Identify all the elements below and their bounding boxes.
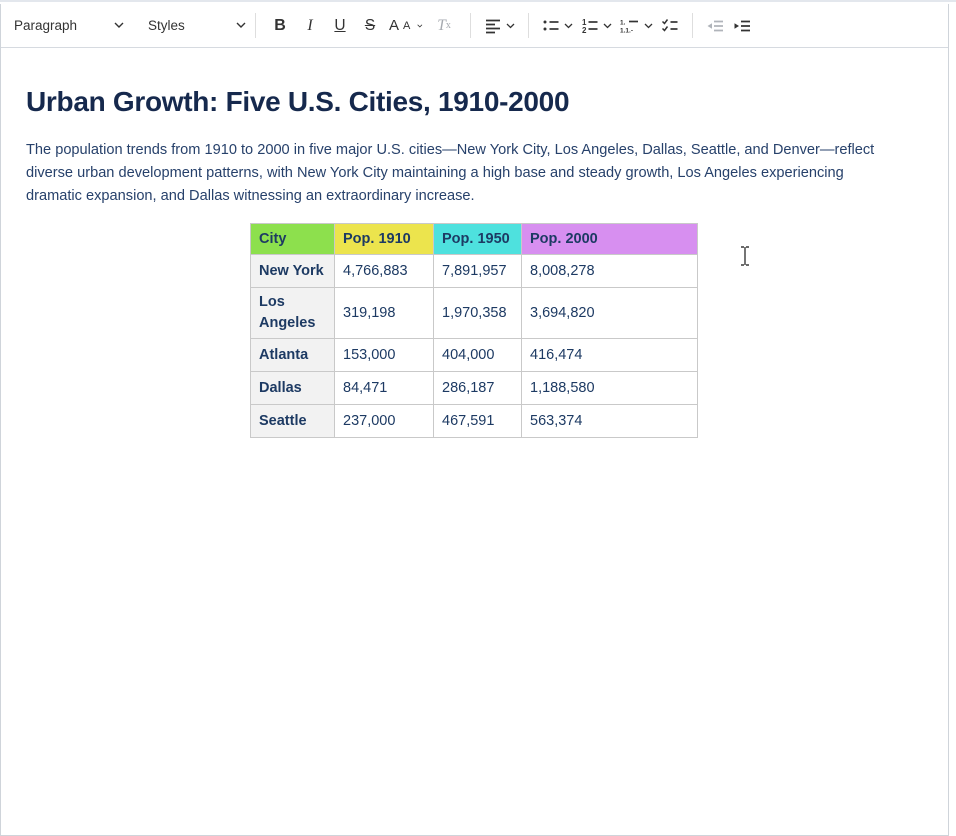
remove-format-icon: T — [437, 16, 446, 34]
chevron-down-icon — [114, 22, 124, 28]
bulleted-list-button[interactable] — [538, 10, 577, 42]
table-cell[interactable]: 416,474 — [521, 338, 698, 372]
font-size-icon-small: A — [403, 19, 411, 32]
styles-dropdown-label: Styles — [148, 18, 185, 33]
multilevel-list-icon: 1. 1.1.- — [620, 19, 638, 34]
underline-label: U — [334, 16, 346, 34]
table-row: Los Angeles 319,198 1,970,358 3,694,820 — [250, 287, 698, 339]
outdent-icon — [707, 20, 723, 31]
table-cell[interactable]: 563,374 — [521, 404, 698, 438]
chevron-down-icon — [506, 23, 515, 28]
indent-icon — [734, 20, 750, 31]
table-row: Atlanta 153,000 404,000 416,474 — [250, 338, 698, 372]
text-cursor-pointer — [741, 246, 749, 266]
chevron-down-icon — [564, 23, 573, 28]
table-cell-city[interactable]: Seattle — [250, 404, 335, 438]
table-cell[interactable]: 286,187 — [433, 371, 522, 405]
table-cell[interactable]: 7,891,957 — [433, 254, 522, 288]
italic-button[interactable]: I — [295, 10, 325, 42]
paragraph-dropdown-label: Paragraph — [14, 18, 78, 33]
table-row: New York 4,766,883 7,891,957 8,008,278 — [250, 254, 698, 288]
todo-list-button[interactable] — [657, 10, 683, 42]
table-cell[interactable]: 319,198 — [334, 287, 434, 339]
table-header-pop-2000[interactable]: Pop. 2000 — [521, 223, 698, 255]
numbered-list-icon: 1 2 — [582, 18, 598, 35]
paragraph-line: diverse urban development patterns, with… — [26, 165, 844, 181]
indent-button[interactable] — [729, 10, 756, 42]
table-cell[interactable]: 1,188,580 — [521, 371, 698, 405]
document-paragraph[interactable]: The population trends from 1910 to 2000 … — [26, 139, 922, 208]
chevron-down-icon — [417, 23, 423, 28]
table-cell[interactable]: 404,000 — [433, 338, 522, 372]
toolbar-divider — [470, 13, 471, 38]
numbered-list-button[interactable]: 1 2 — [577, 10, 616, 42]
chevron-down-icon — [603, 23, 612, 28]
table-cell[interactable]: 8,008,278 — [521, 254, 698, 288]
toolbar-divider — [255, 13, 256, 38]
styles-dropdown[interactable]: Styles — [148, 18, 246, 33]
document-heading[interactable]: Urban Growth: Five U.S. Cities, 1910-200… — [26, 86, 570, 117]
editor-content-area[interactable]: Urban Growth: Five U.S. Cities, 1910-200… — [1, 48, 948, 835]
table-cell-city[interactable]: Los Angeles — [250, 287, 335, 339]
table-cell[interactable]: 1,970,358 — [433, 287, 522, 339]
paragraph-line: The population trends from 1910 to 2000 … — [26, 142, 875, 158]
table-row: Seattle 237,000 467,591 563,374 — [250, 404, 698, 438]
svg-text:1.: 1. — [620, 19, 626, 26]
svg-text:1.1.-: 1.1.- — [620, 27, 633, 34]
population-table: City Pop. 1910 Pop. 1950 Pop. 2000 New Y… — [250, 223, 698, 438]
table-cell[interactable]: 467,591 — [433, 404, 522, 438]
table-row: Dallas 84,471 286,187 1,188,580 — [250, 371, 698, 405]
table-header-pop-1910[interactable]: Pop. 1910 — [334, 223, 434, 255]
bold-button[interactable]: B — [265, 10, 295, 42]
toolbar-divider — [692, 13, 693, 38]
multilevel-list-button[interactable]: 1. 1.1.- — [616, 10, 657, 42]
table-cell[interactable]: 153,000 — [334, 338, 434, 372]
text-alignment-button[interactable] — [480, 10, 519, 42]
bulleted-list-icon — [543, 20, 559, 30]
svg-text:2: 2 — [582, 26, 587, 35]
paragraph-format-dropdown[interactable]: Paragraph — [14, 18, 124, 33]
table-cell[interactable]: 84,471 — [334, 371, 434, 405]
todo-list-icon — [661, 18, 678, 32]
outdent-button[interactable] — [702, 10, 729, 42]
table-cell[interactable]: 4,766,883 — [334, 254, 434, 288]
toolbar-divider — [528, 13, 529, 38]
table-cell-city[interactable]: New York — [250, 254, 335, 288]
table-cell-city[interactable]: Atlanta — [250, 338, 335, 372]
paragraph-line: dramatic expansion, and Dallas witnessin… — [26, 188, 475, 204]
chevron-down-icon — [644, 23, 653, 28]
svg-text:1: 1 — [582, 18, 587, 27]
table-cell-city[interactable]: Dallas — [250, 371, 335, 405]
underline-button[interactable]: U — [325, 10, 355, 42]
align-left-icon — [486, 19, 500, 33]
chevron-down-icon — [236, 22, 246, 28]
table-header-pop-1950[interactable]: Pop. 1950 — [433, 223, 522, 255]
table-cell[interactable]: 3,694,820 — [521, 287, 698, 339]
strikethrough-label: S — [364, 16, 376, 34]
remove-format-icon-sub: x — [445, 20, 451, 31]
table-cell[interactable]: 237,000 — [334, 404, 434, 438]
table-header-row: City Pop. 1910 Pop. 1950 Pop. 2000 — [250, 223, 698, 255]
font-size-icon: A — [389, 17, 400, 34]
table-header-city[interactable]: City — [250, 223, 335, 255]
strikethrough-button[interactable]: S — [355, 10, 385, 42]
